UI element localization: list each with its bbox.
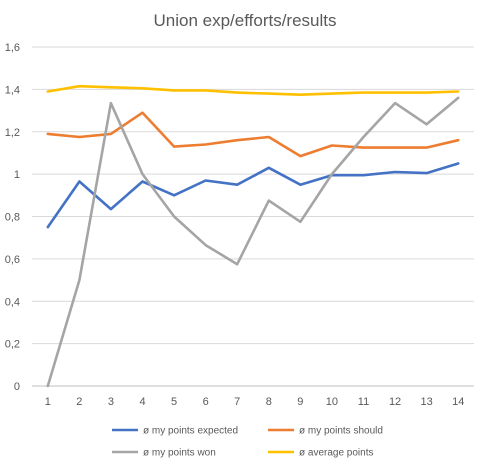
legend-label: ø my points should — [299, 426, 383, 437]
x-tick-label: 1 — [45, 396, 51, 408]
chart-title: Union exp/efforts/results — [154, 11, 337, 30]
y-tick-label: 1,6 — [5, 42, 20, 54]
legend-label: ø average points — [299, 448, 374, 459]
y-axis-tick-labels: 0 0,2 0,4 0,6 0,8 1 1,2 1,4 1,6 — [5, 42, 20, 393]
legend-label: ø my points expected — [143, 426, 238, 437]
y-tick-label: 0,2 — [5, 339, 20, 351]
x-tick-label: 2 — [76, 396, 82, 408]
x-tick-label: 10 — [326, 396, 338, 408]
x-tick-label: 6 — [203, 396, 209, 408]
legend-label: ø my points won — [143, 448, 216, 459]
series-line-1 — [46, 162, 460, 229]
series-line-3 — [46, 96, 460, 388]
series-line-4 — [46, 84, 460, 96]
x-tick-label: 8 — [266, 396, 272, 408]
x-tick-label: 3 — [108, 396, 114, 408]
x-tick-label: 7 — [234, 396, 240, 408]
x-tick-label: 11 — [358, 396, 369, 408]
x-tick-label: 5 — [171, 396, 177, 408]
x-tick-label: 13 — [421, 396, 433, 408]
y-tick-label: 1,4 — [5, 84, 20, 96]
y-tick-label: 1,2 — [5, 127, 20, 139]
y-tick-label: 0 — [14, 381, 20, 393]
x-axis-tick-labels: 1 2 3 4 5 6 7 8 9 10 11 12 13 14 — [45, 396, 465, 408]
y-tick-label: 0,6 — [5, 254, 20, 266]
y-tick-label: 0,4 — [5, 296, 20, 308]
series-lines — [46, 84, 460, 388]
y-tick-label: 1 — [14, 169, 20, 181]
legend: ø my points expected ø my points should ø … — [112, 426, 383, 459]
x-tick-label: 4 — [139, 396, 145, 408]
x-tick-label: 12 — [389, 396, 401, 408]
series-line-2 — [46, 111, 460, 158]
x-tick-label: 14 — [452, 396, 464, 408]
gridlines — [32, 46, 474, 387]
y-tick-label: 0,8 — [5, 212, 20, 224]
x-tick-label: 9 — [297, 396, 303, 408]
